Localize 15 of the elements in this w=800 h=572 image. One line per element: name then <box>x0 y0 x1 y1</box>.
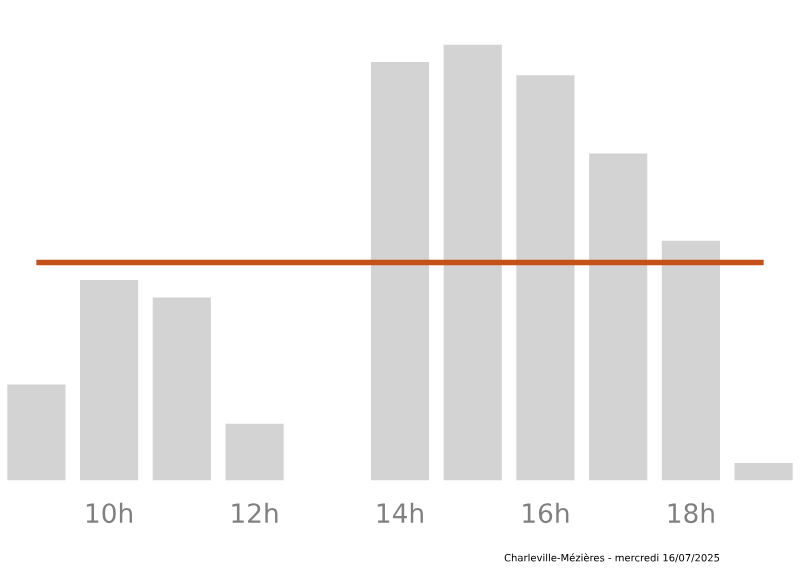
bar <box>80 280 139 481</box>
bar <box>589 153 648 481</box>
x-tick-label: 12h <box>232 502 278 523</box>
x-tick-label: 16h <box>523 502 569 524</box>
bar <box>152 297 211 481</box>
bar <box>734 463 793 481</box>
bar <box>370 62 430 481</box>
x-tick-label: 14h <box>377 502 423 523</box>
bar <box>443 44 502 481</box>
x-tick-label: 18h <box>668 502 714 524</box>
bar <box>661 240 720 481</box>
bar <box>516 75 575 481</box>
x-tick-label: 10h <box>86 502 132 524</box>
bar <box>7 384 66 481</box>
bar <box>225 423 284 481</box>
